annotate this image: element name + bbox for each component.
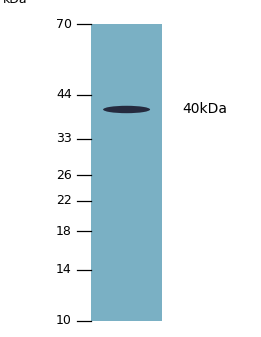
Text: 44: 44	[56, 88, 72, 101]
Ellipse shape	[103, 106, 150, 113]
Text: 14: 14	[56, 263, 72, 276]
Text: 26: 26	[56, 169, 72, 182]
Text: 70: 70	[56, 18, 72, 31]
Text: 40kDa: 40kDa	[183, 102, 228, 117]
Text: 22: 22	[56, 194, 72, 207]
Text: 10: 10	[56, 314, 72, 328]
FancyBboxPatch shape	[91, 24, 162, 321]
Text: 18: 18	[56, 225, 72, 238]
Text: kDa: kDa	[3, 0, 27, 6]
Text: 33: 33	[56, 132, 72, 145]
